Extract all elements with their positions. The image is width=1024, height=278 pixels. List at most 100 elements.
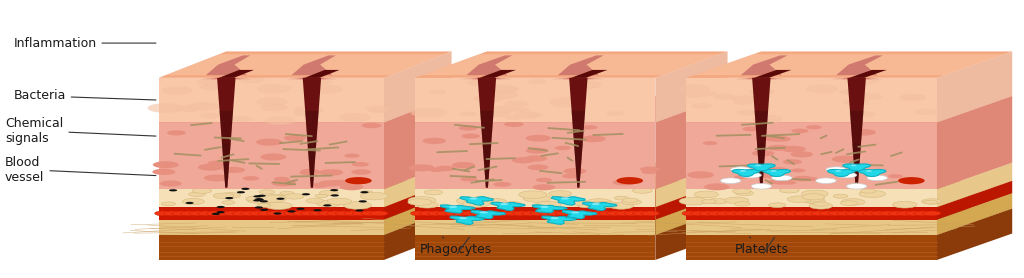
Circle shape <box>914 109 938 115</box>
Polygon shape <box>763 170 791 177</box>
Circle shape <box>258 211 276 216</box>
Circle shape <box>266 195 286 200</box>
Circle shape <box>308 85 343 94</box>
Circle shape <box>484 84 517 93</box>
Polygon shape <box>471 210 506 219</box>
Circle shape <box>424 190 442 195</box>
Polygon shape <box>757 144 766 188</box>
Circle shape <box>506 202 521 206</box>
Polygon shape <box>693 54 1005 75</box>
Circle shape <box>185 202 194 204</box>
Circle shape <box>564 211 583 216</box>
Polygon shape <box>752 78 771 188</box>
Circle shape <box>480 109 511 117</box>
Circle shape <box>505 101 528 107</box>
Polygon shape <box>384 51 452 122</box>
Circle shape <box>253 199 261 202</box>
Circle shape <box>755 165 762 166</box>
Circle shape <box>848 112 866 116</box>
Circle shape <box>469 197 477 200</box>
Circle shape <box>302 193 310 195</box>
Circle shape <box>257 203 270 207</box>
Circle shape <box>411 211 429 216</box>
Circle shape <box>521 211 540 216</box>
Circle shape <box>549 191 571 197</box>
Circle shape <box>525 148 548 154</box>
Circle shape <box>690 211 709 216</box>
Circle shape <box>296 208 304 210</box>
Circle shape <box>344 154 359 158</box>
Polygon shape <box>937 96 1012 189</box>
Polygon shape <box>686 235 937 260</box>
Circle shape <box>189 211 208 216</box>
Circle shape <box>514 107 530 112</box>
Circle shape <box>494 182 511 187</box>
Polygon shape <box>384 163 452 207</box>
Circle shape <box>416 202 438 208</box>
Circle shape <box>512 157 536 163</box>
Text: Bacteria: Bacteria <box>13 90 156 102</box>
Circle shape <box>540 202 553 206</box>
Circle shape <box>481 106 500 111</box>
Circle shape <box>768 203 786 208</box>
Circle shape <box>734 175 750 179</box>
Circle shape <box>489 91 518 99</box>
Circle shape <box>519 191 547 198</box>
Polygon shape <box>558 55 604 75</box>
Polygon shape <box>303 78 322 188</box>
Circle shape <box>222 167 245 173</box>
Circle shape <box>429 90 446 94</box>
Circle shape <box>536 201 561 208</box>
Circle shape <box>760 211 778 216</box>
Circle shape <box>237 191 245 193</box>
Circle shape <box>800 195 824 202</box>
Circle shape <box>530 211 549 216</box>
Circle shape <box>739 170 745 172</box>
Circle shape <box>562 173 581 178</box>
Polygon shape <box>754 70 792 78</box>
Circle shape <box>169 189 177 192</box>
Circle shape <box>343 202 372 209</box>
Polygon shape <box>415 235 655 260</box>
Circle shape <box>851 165 857 166</box>
Circle shape <box>260 200 268 202</box>
Polygon shape <box>686 181 1012 207</box>
Polygon shape <box>159 235 384 260</box>
Circle shape <box>239 76 264 83</box>
Circle shape <box>785 211 804 216</box>
Circle shape <box>768 167 788 173</box>
Circle shape <box>275 211 294 216</box>
Circle shape <box>193 188 212 193</box>
Circle shape <box>717 211 735 216</box>
Circle shape <box>344 211 362 216</box>
Circle shape <box>487 211 506 216</box>
Circle shape <box>229 116 252 122</box>
Polygon shape <box>415 208 727 235</box>
Polygon shape <box>854 171 859 188</box>
Circle shape <box>153 169 175 175</box>
Circle shape <box>536 178 552 182</box>
Circle shape <box>811 211 829 216</box>
Polygon shape <box>480 111 494 188</box>
Circle shape <box>253 195 261 197</box>
Circle shape <box>273 212 282 215</box>
Circle shape <box>284 211 302 216</box>
Circle shape <box>345 177 372 184</box>
Circle shape <box>223 211 242 216</box>
Circle shape <box>255 206 263 208</box>
Polygon shape <box>467 55 512 75</box>
Circle shape <box>842 199 865 205</box>
Circle shape <box>837 211 855 216</box>
Circle shape <box>771 136 791 142</box>
Circle shape <box>246 196 264 201</box>
Polygon shape <box>577 171 581 188</box>
Circle shape <box>493 86 519 93</box>
Circle shape <box>285 194 304 199</box>
Circle shape <box>360 191 373 194</box>
Circle shape <box>525 135 551 142</box>
Circle shape <box>327 211 345 216</box>
Circle shape <box>328 180 350 186</box>
Circle shape <box>607 211 626 216</box>
Polygon shape <box>583 202 616 210</box>
Circle shape <box>742 211 761 216</box>
